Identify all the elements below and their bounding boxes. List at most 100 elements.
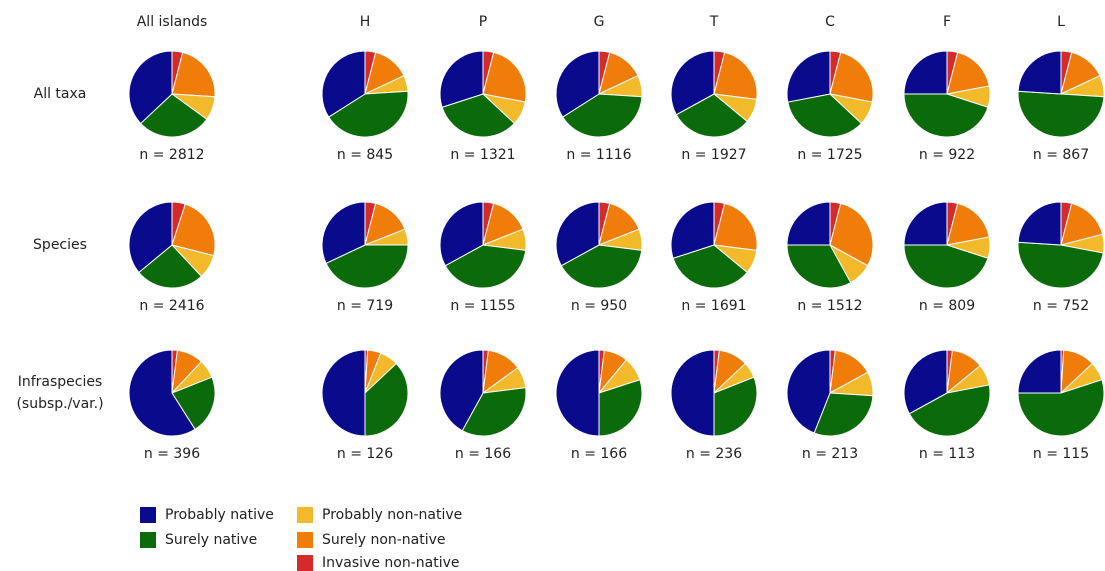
pie-slice bbox=[903, 201, 948, 246]
pie-slice bbox=[128, 349, 196, 437]
pie-slice bbox=[713, 376, 758, 437]
pie-slice bbox=[675, 93, 748, 138]
legend-swatch bbox=[297, 555, 313, 571]
legend-label: Probably native bbox=[165, 507, 274, 523]
legend-label: Surely native bbox=[165, 532, 257, 548]
pie-slice bbox=[786, 349, 831, 434]
pie-slice bbox=[903, 93, 989, 138]
pie-n-label: n = 2812 bbox=[139, 147, 204, 163]
pie-n-label: n = 1321 bbox=[450, 147, 515, 163]
legend-swatch bbox=[140, 507, 156, 523]
pie-slice bbox=[1017, 379, 1105, 437]
pie-n-label: n = 126 bbox=[337, 446, 393, 462]
column-header: F bbox=[943, 14, 951, 30]
pie-slice bbox=[321, 349, 366, 437]
pie-slice bbox=[1017, 349, 1062, 394]
pie-slice bbox=[364, 362, 409, 437]
column-header: H bbox=[360, 14, 371, 30]
pie-slice bbox=[171, 51, 216, 98]
column-header: All islands bbox=[137, 14, 208, 30]
pie-slice bbox=[321, 201, 366, 264]
pie-slice bbox=[908, 384, 991, 437]
pie-slice bbox=[482, 51, 527, 103]
pie-slice bbox=[439, 349, 484, 432]
pie-slice bbox=[786, 201, 831, 246]
pie-slice bbox=[555, 50, 600, 118]
pie-n-label: n = 115 bbox=[1033, 446, 1089, 462]
pie-n-label: n = 752 bbox=[1033, 298, 1089, 314]
pie-slice bbox=[787, 93, 863, 138]
pie-slice bbox=[171, 203, 216, 257]
pie-slice bbox=[1017, 201, 1062, 246]
pie-slice bbox=[598, 379, 643, 437]
pie-slice bbox=[128, 50, 173, 125]
pie-slice bbox=[560, 244, 643, 289]
column-header: G bbox=[594, 14, 605, 30]
pie-slice bbox=[670, 50, 715, 116]
pie-slice bbox=[670, 349, 715, 437]
pie-n-label: n = 867 bbox=[1033, 147, 1089, 163]
column-header: P bbox=[479, 14, 487, 30]
pie-n-label: n = 922 bbox=[919, 147, 975, 163]
pie-n-label: n = 1927 bbox=[681, 147, 746, 163]
pie-n-label: n = 166 bbox=[455, 446, 511, 462]
pie-slice bbox=[829, 202, 874, 267]
pie-n-label: n = 1725 bbox=[797, 147, 862, 163]
legend-label: Probably non-native bbox=[322, 507, 462, 523]
pie-n-label: n = 113 bbox=[919, 446, 975, 462]
pie-slice bbox=[903, 244, 989, 289]
pie-n-label: n = 1155 bbox=[450, 298, 515, 314]
pie-slice bbox=[555, 349, 600, 437]
pie-n-label: n = 809 bbox=[919, 298, 975, 314]
pie-slice bbox=[786, 244, 852, 289]
pie-slice bbox=[325, 244, 409, 289]
pie-slice bbox=[713, 202, 758, 251]
legend-swatch bbox=[297, 532, 313, 548]
pie-slice bbox=[138, 244, 203, 289]
pie-slice bbox=[1017, 50, 1062, 95]
pie-slice bbox=[813, 392, 874, 437]
pie-slice bbox=[439, 201, 484, 267]
pie-n-label: n = 2416 bbox=[139, 298, 204, 314]
pie-n-label: n = 1691 bbox=[681, 298, 746, 314]
pie-n-label: n = 1116 bbox=[566, 147, 631, 163]
pie-slice bbox=[321, 50, 366, 118]
pie-slice bbox=[946, 202, 990, 246]
pie-slice bbox=[1017, 241, 1104, 289]
pie-slice bbox=[946, 51, 990, 95]
legend-swatch bbox=[140, 532, 156, 548]
pie-slice bbox=[1017, 90, 1105, 138]
pie-slice bbox=[171, 376, 216, 430]
pie-slice bbox=[903, 50, 948, 95]
pie-slice bbox=[672, 244, 748, 289]
row-label: (subsp./var.) bbox=[16, 396, 103, 412]
pie-n-label: n = 166 bbox=[571, 446, 627, 462]
pie-slice bbox=[555, 201, 600, 267]
pie-slice bbox=[786, 50, 831, 103]
row-label: Infraspecies bbox=[18, 374, 103, 390]
pie-n-label: n = 236 bbox=[686, 446, 742, 462]
pie-slice bbox=[461, 387, 527, 437]
pie-n-label: n = 1512 bbox=[797, 298, 862, 314]
legend-swatch bbox=[297, 507, 313, 523]
column-header: C bbox=[825, 14, 835, 30]
pie-n-label: n = 845 bbox=[337, 147, 393, 163]
pie-slice bbox=[670, 201, 715, 259]
pie-slice bbox=[1060, 202, 1104, 246]
pie-slice bbox=[444, 244, 527, 289]
pie-slice bbox=[139, 93, 208, 138]
legend-label: Surely non-native bbox=[322, 532, 446, 548]
pie-slice bbox=[439, 50, 484, 108]
column-header: T bbox=[709, 14, 719, 30]
pie-n-label: n = 719 bbox=[337, 298, 393, 314]
legend-label: Invasive non-native bbox=[322, 555, 460, 571]
pie-slice bbox=[441, 93, 516, 138]
column-header: L bbox=[1057, 14, 1065, 30]
pie-slice bbox=[128, 201, 173, 274]
row-label: Species bbox=[33, 237, 87, 253]
pie-slice bbox=[328, 90, 409, 138]
pie-slice bbox=[829, 51, 874, 103]
pie-slice bbox=[713, 51, 758, 100]
pie-n-label: n = 213 bbox=[802, 446, 858, 462]
